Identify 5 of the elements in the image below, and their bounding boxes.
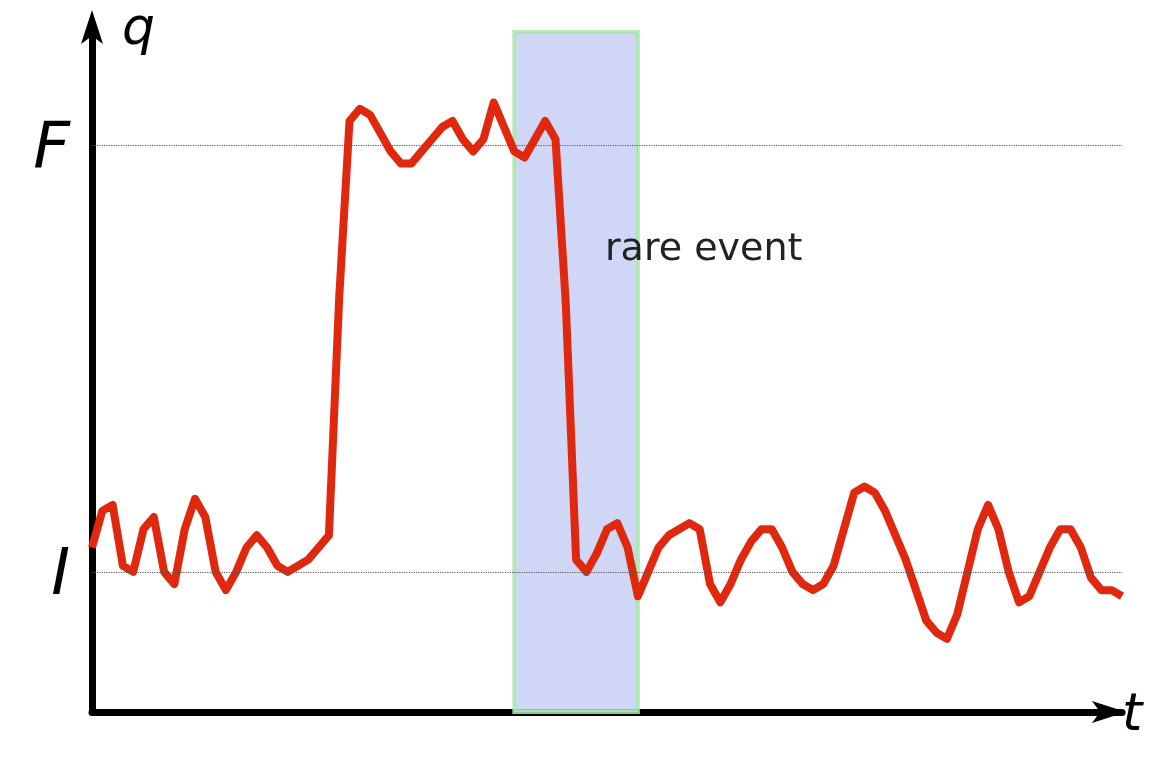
x-axis-title: t (1122, 682, 1144, 742)
annotation: rare event (605, 225, 803, 269)
ref-line-label: I (51, 534, 70, 609)
y-axis-title: q (122, 0, 156, 56)
ref-line-label: F (33, 108, 72, 183)
